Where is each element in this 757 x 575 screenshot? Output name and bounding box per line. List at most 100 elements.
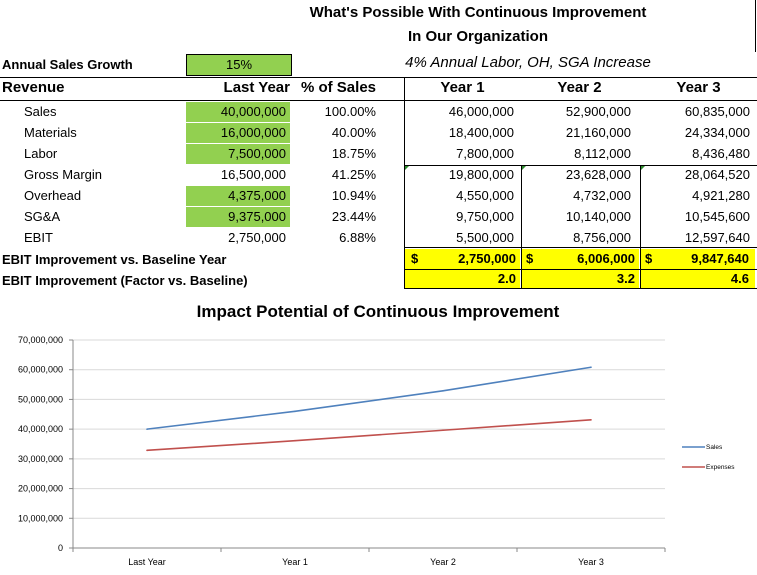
data-point-sales	[294, 410, 296, 413]
year-1-cell[interactable]: 9,750,000	[456, 209, 514, 224]
year-2-cell[interactable]: 52,900,000	[565, 104, 631, 119]
y-tick-label: 10,000,000	[18, 513, 63, 523]
pct-cell: 100.00%	[324, 104, 376, 119]
pct-cell: 41.25%	[331, 167, 376, 182]
data-point-sales	[442, 390, 444, 392]
year-3-cell[interactable]: 28,064,520	[684, 167, 750, 182]
year-2-cell[interactable]: 10,140,000	[565, 209, 631, 224]
data-point-expenses	[442, 429, 444, 432]
year-1-cell[interactable]: 19,800,000	[448, 167, 514, 182]
y-tick-label: 20,000,000	[18, 484, 63, 494]
col-year-3: Year 3	[676, 79, 721, 96]
col-pct-sales: % of Sales	[300, 79, 376, 96]
currency-symbol: $	[526, 251, 534, 266]
formula-warning-marker	[522, 165, 527, 170]
data-point-expenses	[294, 439, 296, 442]
factor-year-2[interactable]: 3.2	[522, 270, 639, 288]
y-tick-label: 40,000,000	[18, 424, 63, 434]
pct-cell: 6.88%	[339, 230, 376, 245]
y-tick-label: 70,000,000	[18, 335, 63, 345]
year-1-cell[interactable]: 5,500,000	[456, 230, 514, 245]
pct-cell: 23.44%	[331, 209, 376, 224]
improve-year-2-cell[interactable]: $ 6,006,000	[522, 249, 639, 269]
pct-cell: 10.94%	[331, 188, 376, 203]
col-year-2: Year 2	[557, 79, 602, 96]
y-tick-label: 0	[58, 543, 63, 553]
factor-year-1[interactable]: 2.0	[405, 270, 520, 288]
data-point-sales	[146, 428, 148, 430]
legend-label-expenses: Expenses	[706, 464, 735, 471]
improve-year-3-cell[interactable]: $ 9,847,640	[641, 249, 755, 269]
last-year-cell[interactable]: 40,000,000	[186, 102, 290, 122]
data-point-expenses	[146, 449, 148, 452]
improve-year-1: 2,750,000	[458, 251, 516, 266]
header-top-rule	[0, 77, 757, 78]
improve-year-3: 9,847,640	[691, 251, 749, 266]
year-3-cell[interactable]: 24,334,000	[684, 125, 750, 140]
factor-year-3[interactable]: 4.6	[641, 270, 755, 288]
year-3-cell[interactable]: 10,545,600	[684, 209, 750, 224]
legend-label-sales: Sales	[706, 444, 723, 451]
last-year-cell: 16,500,000	[220, 167, 286, 182]
data-point-sales	[590, 366, 592, 369]
last-year-cell: 2,750,000	[228, 230, 286, 245]
header-bottom-rule	[0, 100, 757, 101]
sheet-edge	[755, 0, 756, 52]
year-3-cell[interactable]: 4,921,280	[692, 188, 750, 203]
title-line-2: In Our Organization	[407, 28, 548, 45]
pct-cell: 40.00%	[331, 125, 376, 140]
y-tick-label: 60,000,000	[18, 365, 63, 375]
currency-symbol: $	[645, 251, 653, 266]
year-1-cell[interactable]: 7,800,000	[456, 146, 514, 161]
row-label: Sales	[24, 104, 57, 119]
improve-year-1-cell[interactable]: $ 2,750,000	[405, 249, 520, 269]
row-label: Gross Margin	[24, 167, 103, 182]
last-year-cell[interactable]: 7,500,000	[186, 144, 290, 164]
row-label: Labor	[24, 146, 58, 161]
data-point-expenses	[590, 419, 592, 421]
subtitle: 4% Annual Labor, OH, SGA Increase	[405, 54, 651, 71]
x-tick-label: Last Year	[128, 557, 166, 567]
improve-mid-rule	[404, 269, 757, 270]
series-line-sales	[146, 366, 592, 430]
series-line-expenses	[146, 419, 592, 452]
year-2-cell[interactable]: 21,160,000	[565, 125, 631, 140]
year-block-left-border	[404, 77, 405, 289]
year-1-cell[interactable]: 18,400,000	[448, 125, 514, 140]
last-year-cell[interactable]: 4,375,000	[186, 186, 290, 206]
row-label: EBIT	[24, 230, 53, 245]
year-divider-1	[521, 165, 522, 289]
col-revenue: Revenue	[2, 79, 65, 96]
year-1-cell[interactable]: 4,550,000	[456, 188, 514, 203]
year-2-cell[interactable]: 4,732,000	[573, 188, 631, 203]
growth-input[interactable]: 15%	[186, 54, 292, 76]
factor-label: EBIT Improvement (Factor vs. Baseline)	[2, 273, 248, 288]
formula-warning-marker	[405, 165, 410, 170]
year-3-cell[interactable]: 12,597,640	[684, 230, 750, 245]
improvement-label: EBIT Improvement vs. Baseline Year	[2, 252, 227, 267]
year-3-cell[interactable]: 8,436,480	[692, 146, 750, 161]
year-2-cell[interactable]: 8,756,000	[573, 230, 631, 245]
row-label: Overhead	[24, 188, 82, 203]
chart-title: Impact Potential of Continuous Improveme…	[196, 302, 560, 321]
formula-warning-marker	[641, 165, 646, 170]
y-tick-label: 30,000,000	[18, 454, 63, 464]
year-1-cell[interactable]: 46,000,000	[448, 104, 514, 119]
improve-year-2: 6,006,000	[577, 251, 635, 266]
title-line-1: What's Possible With Continuous Improvem…	[309, 4, 647, 21]
x-tick-label: Year 3	[578, 557, 604, 567]
year-divider-2	[640, 165, 641, 289]
improve-top-rule	[404, 247, 757, 248]
growth-label: Annual Sales Growth	[2, 57, 133, 72]
year-3-cell[interactable]: 60,835,000	[684, 104, 750, 119]
line-chart: 0 10,000,000 20,000,000 30,000,000 40,000,00…	[18, 335, 735, 567]
row-label: Materials	[24, 125, 77, 140]
y-tick-label: 50,000,000	[18, 394, 63, 404]
col-last-year: Last Year	[223, 79, 290, 96]
last-year-cell[interactable]: 16,000,000	[186, 123, 290, 143]
year-2-cell[interactable]: 8,112,000	[574, 146, 631, 161]
col-year-1: Year 1	[440, 79, 485, 96]
pct-cell: 18.75%	[331, 146, 376, 161]
last-year-cell[interactable]: 9,375,000	[186, 207, 290, 227]
year-2-cell[interactable]: 23,628,000	[565, 167, 631, 182]
